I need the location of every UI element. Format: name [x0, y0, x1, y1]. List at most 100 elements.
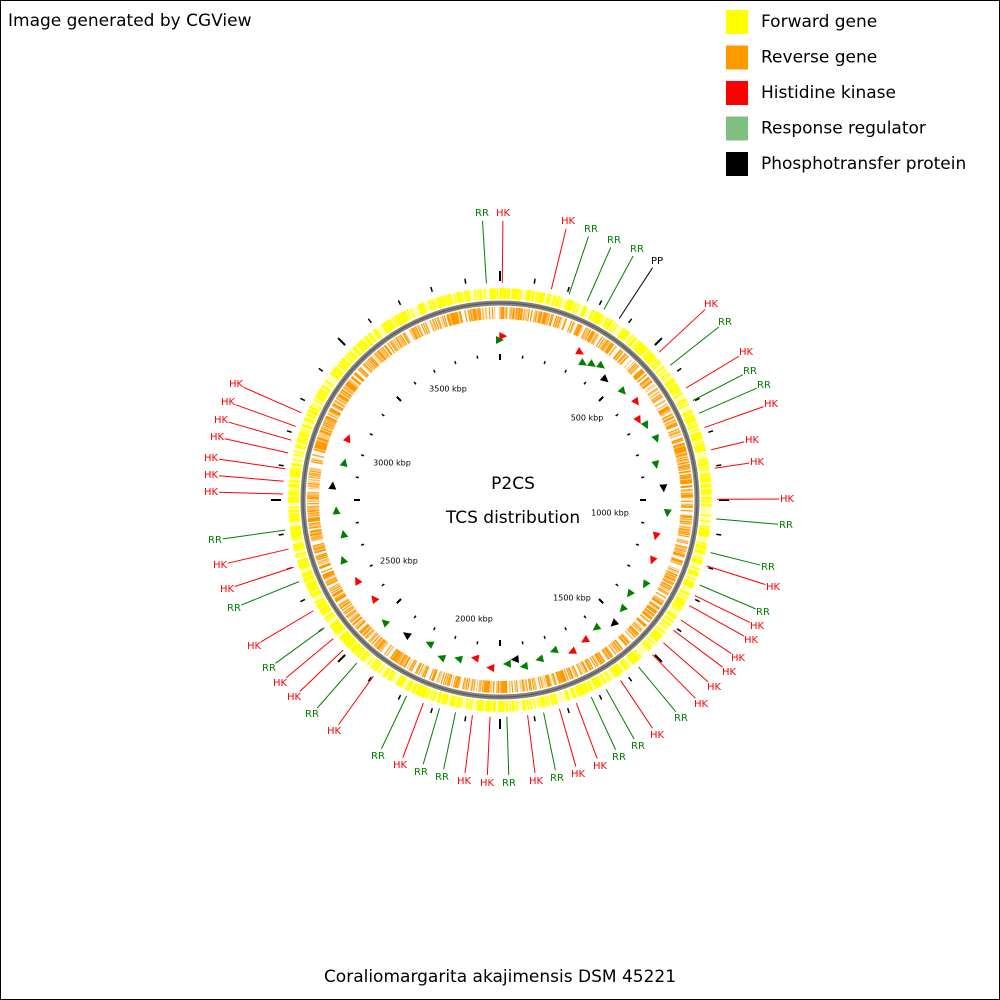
scale-label: 1500 kbp: [553, 594, 591, 603]
feature-label: RR: [262, 663, 276, 674]
outer-tick: [654, 654, 663, 663]
inner-tick: [598, 396, 604, 402]
feature-marker: [568, 646, 578, 654]
legend-label: Phosphotransfer protein: [761, 154, 966, 174]
feature-leader: [241, 581, 300, 606]
feature-label: PP: [651, 256, 663, 267]
inner-tick: [381, 413, 385, 417]
feature-marker: [650, 555, 658, 565]
legend-label: Histidine kinase: [761, 83, 896, 103]
feature-label: HK: [247, 641, 262, 652]
inner-tick: [564, 627, 567, 631]
feature-marker: [454, 655, 463, 664]
outer-tick: [318, 367, 324, 372]
feature-marker: [587, 359, 596, 367]
feature-leader: [380, 695, 408, 749]
feature-marker: [592, 622, 602, 631]
feature-label: HK: [210, 432, 225, 443]
scale-label: 2000 kbp: [455, 615, 493, 624]
feature-label: RR: [371, 751, 385, 762]
outer-tick: [676, 367, 682, 372]
feature-marker: [619, 603, 628, 613]
outer-tick: [337, 654, 346, 663]
feature-label: HK: [750, 621, 765, 632]
feature-leader: [714, 462, 750, 469]
outer-tick: [566, 708, 570, 714]
inner-tick: [454, 360, 457, 365]
feature-marker: [651, 433, 659, 443]
feature-marker: [581, 635, 591, 643]
feature-label: RR: [208, 535, 222, 546]
scale-label: 3000 kbp: [373, 459, 411, 468]
feature-label: RR: [435, 772, 449, 783]
inner-tick: [583, 381, 587, 385]
feature-leader: [710, 441, 745, 451]
feature-label: HK: [287, 692, 302, 703]
outer-tick: [708, 566, 714, 570]
feature-leader: [603, 255, 634, 310]
feature-label: HK: [745, 435, 760, 446]
feature-label: RR: [779, 520, 793, 531]
feature-marker: [381, 619, 391, 628]
outer-tick: [278, 533, 284, 536]
outer-tick: [598, 300, 603, 306]
outer-tick: [716, 464, 722, 467]
inner-tick: [396, 396, 402, 402]
inner-tick: [396, 598, 402, 604]
feature-leader: [558, 708, 577, 767]
outer-tick: [397, 300, 402, 306]
feature-label: HK: [731, 653, 746, 664]
scale-label: 3500 kbp: [429, 385, 467, 394]
outer-tick: [337, 337, 346, 346]
feature-label: HK: [457, 776, 472, 787]
feature-label: RR: [607, 235, 621, 246]
feature-leader: [527, 715, 536, 774]
outer-tick: [716, 533, 722, 536]
inner-tick: [369, 564, 373, 567]
feature-leader: [689, 605, 745, 637]
feature-leader: [651, 654, 696, 699]
feature-marker: [651, 460, 660, 469]
feature-label: HK: [327, 726, 342, 737]
feature-label: RR: [757, 380, 771, 391]
inner-tick: [381, 583, 385, 587]
feature-label: RR: [414, 767, 428, 778]
feature-marker: [437, 654, 447, 663]
organism: Coraliomargarita akajimensis DSM 45221: [324, 967, 676, 987]
feature-marker: [617, 386, 626, 395]
center-subtitle: TCS distribution: [445, 508, 580, 528]
feature-marker: [640, 420, 648, 430]
feature-leader: [443, 712, 457, 770]
outer-tick: [654, 337, 663, 346]
scale-label: 1000 kbp: [591, 509, 629, 518]
legend-swatch: [726, 152, 748, 176]
feature-marker: [496, 336, 504, 344]
feature-marker: [470, 654, 480, 663]
feature-leader: [227, 548, 289, 564]
outer-tick: [464, 278, 467, 284]
outer-tick: [694, 598, 700, 603]
feature-marker: [599, 374, 609, 383]
feature-label: HK: [744, 635, 759, 646]
legend-label: Forward gene: [761, 12, 877, 32]
feature-marker: [402, 632, 412, 641]
outer-tick: [367, 318, 372, 324]
feature-marker: [339, 458, 348, 468]
outer-tick: [464, 716, 467, 722]
scale-label: 2500 kbp: [380, 557, 418, 566]
feature-leader: [694, 595, 751, 623]
feature-leader: [575, 702, 598, 759]
feature-label: HK: [722, 667, 737, 678]
feature-leader: [235, 404, 297, 427]
feature-leader: [218, 458, 286, 470]
scale-label: 500 kbp: [571, 414, 604, 423]
feature-label: HK: [764, 399, 779, 410]
inner-tick: [627, 564, 631, 567]
outer-tick: [708, 430, 714, 434]
outer-tick: [300, 397, 306, 402]
feature-marker: [502, 659, 511, 668]
gene-ring: [287, 287, 713, 713]
feature-leader: [618, 267, 654, 319]
feature-leader: [275, 627, 325, 664]
